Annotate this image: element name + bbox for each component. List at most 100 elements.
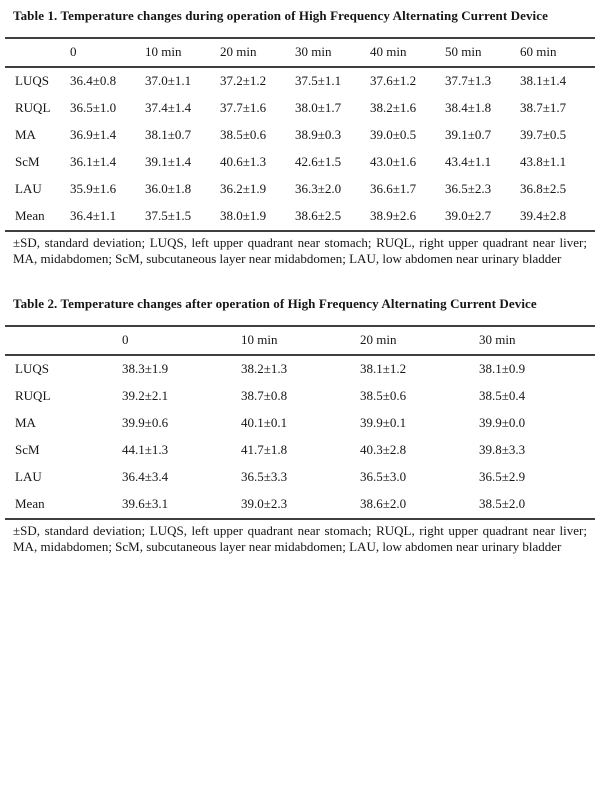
cell: 37.7±1.3 bbox=[445, 73, 492, 88]
cell: 39.1±1.4 bbox=[145, 154, 192, 169]
table1-footnote: ±SD, standard deviation; LUQS, left uppe… bbox=[13, 235, 587, 266]
table-row: MA 36.9±1.4 38.1±0.7 38.5±0.6 38.9±0.3 3… bbox=[5, 122, 595, 149]
cell: 38.4±1.8 bbox=[445, 100, 492, 115]
table2-footnote: ±SD, standard deviation; LUQS, left uppe… bbox=[13, 523, 587, 554]
cell: 43.8±1.1 bbox=[520, 154, 567, 169]
cell: 40.6±1.3 bbox=[220, 154, 267, 169]
cell: 39.1±0.7 bbox=[445, 127, 492, 142]
cell: 43.0±1.6 bbox=[370, 154, 417, 169]
table-row: LUQS 38.3±1.9 38.2±1.3 38.1±1.2 38.1±0.9 bbox=[5, 355, 595, 383]
row-label: LAU bbox=[15, 181, 42, 196]
cell: 38.0±1.9 bbox=[220, 208, 267, 223]
table2-corner-cell bbox=[5, 326, 120, 355]
cell: 39.2±2.1 bbox=[122, 388, 169, 403]
table1-block: Table 1. Temperature changes during oper… bbox=[0, 0, 600, 267]
cell: 38.2±1.6 bbox=[370, 100, 417, 115]
row-label: MA bbox=[15, 127, 36, 142]
cell: 38.1±1.4 bbox=[520, 73, 567, 88]
cell: 36.4±1.1 bbox=[70, 208, 117, 223]
cell: 37.4±1.4 bbox=[145, 100, 192, 115]
cell: 39.7±0.5 bbox=[520, 127, 567, 142]
table1: 0 10 min 20 min 30 min 40 min 50 min 60 … bbox=[5, 37, 595, 232]
cell: 43.4±1.1 bbox=[445, 154, 492, 169]
cell: 38.0±1.7 bbox=[295, 100, 342, 115]
cell: 40.3±2.8 bbox=[360, 442, 407, 457]
table2-title: Table 2. Temperature changes after opera… bbox=[13, 296, 537, 311]
table2-col-header: 10 min bbox=[241, 332, 278, 347]
cell: 38.9±0.3 bbox=[295, 127, 342, 142]
cell: 39.8±3.3 bbox=[479, 442, 526, 457]
cell: 38.1±1.2 bbox=[360, 361, 407, 376]
cell: 38.7±1.7 bbox=[520, 100, 567, 115]
cell: 39.0±0.5 bbox=[370, 127, 417, 142]
cell: 38.9±2.6 bbox=[370, 208, 417, 223]
cell: 39.6±3.1 bbox=[122, 496, 169, 511]
table-row: MA 39.9±0.6 40.1±0.1 39.9±0.1 39.9±0.0 bbox=[5, 410, 595, 437]
cell: 36.4±0.8 bbox=[70, 73, 117, 88]
cell: 38.1±0.9 bbox=[479, 361, 526, 376]
row-label: MA bbox=[15, 415, 36, 430]
table1-col-header: 50 min bbox=[445, 44, 482, 59]
table1-col-header: 10 min bbox=[145, 44, 182, 59]
cell: 36.5±2.3 bbox=[445, 181, 492, 196]
cell: 37.7±1.6 bbox=[220, 100, 267, 115]
table1-col-header: 40 min bbox=[370, 44, 407, 59]
row-label: LUQS bbox=[15, 73, 49, 88]
cell: 37.6±1.2 bbox=[370, 73, 417, 88]
table1-col-header: 0 bbox=[70, 44, 77, 59]
table-row: LAU 35.9±1.6 36.0±1.8 36.2±1.9 36.3±2.0 … bbox=[5, 176, 595, 203]
cell: 37.5±1.1 bbox=[295, 73, 342, 88]
cell: 38.1±0.7 bbox=[145, 127, 192, 142]
cell: 36.5±1.0 bbox=[70, 100, 117, 115]
cell: 39.9±0.0 bbox=[479, 415, 526, 430]
table2: 0 10 min 20 min 30 min LUQS 38.3±1.9 38.… bbox=[5, 325, 595, 520]
table1-corner-cell bbox=[5, 38, 68, 67]
cell: 38.7±0.8 bbox=[241, 388, 288, 403]
table1-header-row: 0 10 min 20 min 30 min 40 min 50 min 60 … bbox=[5, 38, 595, 67]
cell: 36.0±1.8 bbox=[145, 181, 192, 196]
cell: 38.2±1.3 bbox=[241, 361, 288, 376]
table-row: Mean 36.4±1.1 37.5±1.5 38.0±1.9 38.6±2.5… bbox=[5, 203, 595, 231]
table1-title: Table 1. Temperature changes during oper… bbox=[13, 8, 549, 23]
row-label: Mean bbox=[15, 208, 45, 223]
cell: 42.6±1.5 bbox=[295, 154, 342, 169]
table-row: ScM 36.1±1.4 39.1±1.4 40.6±1.3 42.6±1.5 … bbox=[5, 149, 595, 176]
cell: 38.5±0.4 bbox=[479, 388, 526, 403]
cell: 38.5±0.6 bbox=[360, 388, 407, 403]
cell: 38.6±2.0 bbox=[360, 496, 407, 511]
row-label: ScM bbox=[15, 154, 40, 169]
table-row: RUQL 39.2±2.1 38.7±0.8 38.5±0.6 38.5±0.4 bbox=[5, 383, 595, 410]
cell: 39.0±2.3 bbox=[241, 496, 288, 511]
table2-col-header: 20 min bbox=[360, 332, 397, 347]
cell: 39.9±0.6 bbox=[122, 415, 169, 430]
cell: 38.5±2.0 bbox=[479, 496, 526, 511]
table1-col-header: 60 min bbox=[520, 44, 557, 59]
cell: 38.5±0.6 bbox=[220, 127, 267, 142]
cell: 36.4±3.4 bbox=[122, 469, 169, 484]
row-label: Mean bbox=[15, 496, 45, 511]
cell: 40.1±0.1 bbox=[241, 415, 288, 430]
cell: 36.8±2.5 bbox=[520, 181, 567, 196]
cell: 38.6±2.5 bbox=[295, 208, 342, 223]
table-row: ScM 44.1±1.3 41.7±1.8 40.3±2.8 39.8±3.3 bbox=[5, 437, 595, 464]
cell: 36.2±1.9 bbox=[220, 181, 267, 196]
cell: 36.1±1.4 bbox=[70, 154, 117, 169]
table2-block: Table 2. Temperature changes after opera… bbox=[0, 288, 600, 555]
cell: 35.9±1.6 bbox=[70, 181, 117, 196]
row-label: RUQL bbox=[15, 388, 51, 403]
table1-col-header: 20 min bbox=[220, 44, 257, 59]
cell: 37.0±1.1 bbox=[145, 73, 192, 88]
cell: 41.7±1.8 bbox=[241, 442, 288, 457]
row-label: LUQS bbox=[15, 361, 49, 376]
cell: 36.3±2.0 bbox=[295, 181, 342, 196]
cell: 36.5±3.0 bbox=[360, 469, 407, 484]
cell: 39.0±2.7 bbox=[445, 208, 492, 223]
cell: 36.6±1.7 bbox=[370, 181, 417, 196]
row-label: RUQL bbox=[15, 100, 51, 115]
cell: 39.4±2.8 bbox=[520, 208, 567, 223]
table-row: LAU 36.4±3.4 36.5±3.3 36.5±3.0 36.5±2.9 bbox=[5, 464, 595, 491]
row-label: LAU bbox=[15, 469, 42, 484]
cell: 37.5±1.5 bbox=[145, 208, 192, 223]
cell: 44.1±1.3 bbox=[122, 442, 169, 457]
